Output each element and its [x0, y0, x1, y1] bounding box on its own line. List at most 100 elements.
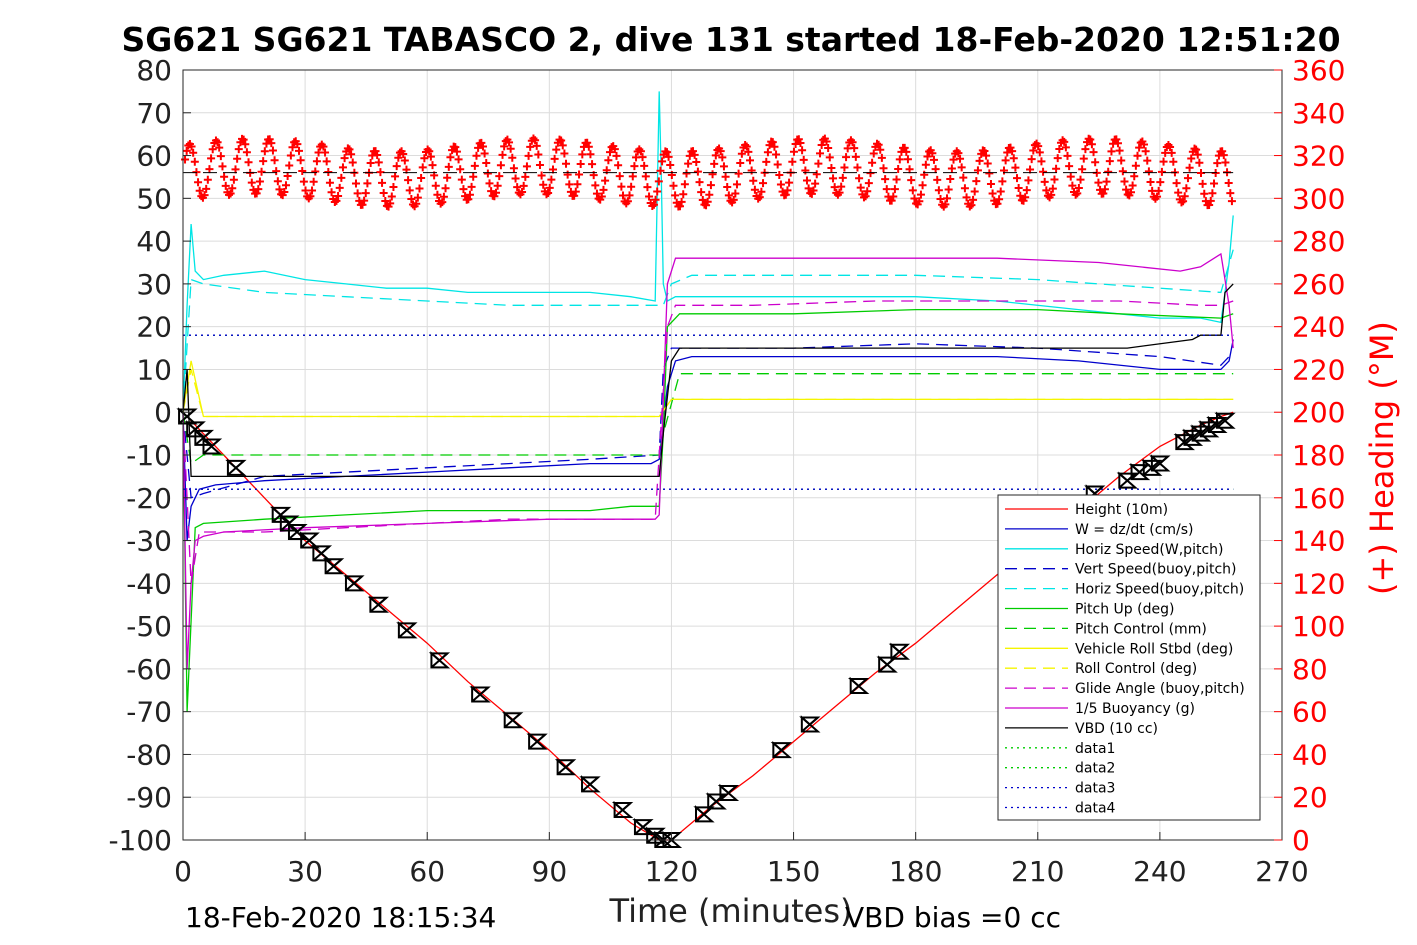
- heading-point: [967, 201, 976, 210]
- heading-point: [519, 181, 528, 190]
- heading-point: [423, 145, 432, 154]
- heading-point: [439, 192, 448, 201]
- heading-point: [759, 179, 768, 188]
- y-right-tick-label: 100: [1292, 610, 1345, 643]
- y-tick-label: 50: [136, 182, 172, 215]
- heading-point: [1068, 181, 1077, 190]
- heading-point: [268, 146, 277, 155]
- heading-point: [998, 177, 1007, 186]
- heading-point: [923, 152, 932, 161]
- heading-point: [918, 181, 927, 190]
- heading-point: [682, 169, 691, 178]
- heading-point: [757, 187, 766, 196]
- heading-point: [495, 172, 504, 181]
- heading-point: [1117, 156, 1126, 165]
- heading-point: [376, 168, 385, 177]
- depth-marker-top: [225, 459, 247, 470]
- heading-point: [1039, 167, 1048, 176]
- heading-point: [456, 165, 465, 174]
- heading-point: [643, 183, 652, 192]
- heading-point: [959, 173, 968, 182]
- y-right-tick-label: 80: [1292, 653, 1328, 686]
- heading-point: [1013, 174, 1022, 183]
- heading-point: [334, 191, 343, 200]
- y-right-tick-label: 120: [1292, 567, 1345, 600]
- heading-point: [850, 144, 859, 153]
- heading-point: [478, 142, 487, 151]
- depth-marker-top: [526, 733, 548, 743]
- heading-point: [905, 165, 914, 174]
- legend-label: 1/5 Buoyancy (g): [1075, 701, 1195, 717]
- heading-point: [654, 177, 663, 186]
- heading-point: [335, 183, 344, 192]
- heading-point: [296, 156, 305, 165]
- heading-point: [1183, 174, 1192, 183]
- depth-marker-top: [579, 776, 601, 786]
- depth-marker-top: [469, 686, 491, 696]
- heading-point: [908, 186, 917, 195]
- heading-point: [190, 157, 199, 166]
- heading-point: [1055, 144, 1064, 153]
- heading-point: [1074, 184, 1083, 193]
- heading-point: [254, 185, 263, 194]
- heading-point: [627, 182, 636, 191]
- heading-point: [798, 146, 807, 155]
- heading-point: [469, 172, 478, 181]
- x-tick-label: 270: [1255, 855, 1308, 888]
- heading-point: [265, 135, 274, 144]
- heading-point: [853, 163, 862, 172]
- heading-point: [684, 159, 693, 168]
- heading-point: [799, 155, 808, 164]
- depth-marker-top: [1214, 412, 1236, 423]
- heading-point: [651, 195, 660, 204]
- heading-point: [705, 190, 714, 199]
- heading-point: [353, 189, 362, 198]
- heading-point: [363, 179, 372, 188]
- heading-point: [749, 176, 758, 185]
- heading-point: [1192, 145, 1201, 154]
- heading-point: [957, 163, 966, 172]
- footer-vbd-bias: VBD bias =0 cc: [845, 901, 1061, 934]
- heading-point: [389, 183, 398, 192]
- series-line: [182, 249, 1234, 413]
- depth-marker-top: [298, 532, 320, 542]
- heading-point: [869, 149, 878, 158]
- heading-point: [703, 197, 712, 206]
- heading-point: [1224, 178, 1233, 187]
- heading-point: [695, 178, 704, 187]
- heading-point: [280, 188, 289, 197]
- heading-point: [1008, 147, 1017, 156]
- heading-point: [508, 153, 517, 162]
- heading-point: [874, 140, 883, 149]
- depth-marker-top: [717, 784, 740, 795]
- heading-point: [464, 195, 473, 204]
- heading-point: [825, 153, 834, 162]
- heading-point: [1065, 162, 1074, 171]
- heading-point: [192, 168, 201, 177]
- heading-point: [1078, 165, 1087, 174]
- heading-point: [736, 158, 745, 167]
- heading-point: [482, 158, 491, 167]
- heading-point: [444, 162, 453, 171]
- heading-point: [746, 156, 755, 165]
- heading-point: [718, 153, 727, 162]
- heading-point: [242, 148, 251, 157]
- heading-point: [996, 187, 1005, 196]
- heading-point: [658, 157, 667, 166]
- heading-point: [270, 156, 279, 165]
- heading-point: [677, 197, 686, 206]
- heading-point: [496, 161, 505, 170]
- heading-point: [1091, 158, 1100, 167]
- heading-point: [340, 154, 349, 163]
- heading-point: [641, 172, 650, 181]
- heading-point: [1144, 167, 1153, 176]
- heading-point: [876, 145, 885, 154]
- legend-label: data4: [1075, 801, 1116, 817]
- y-right-tick-label: 340: [1292, 97, 1345, 130]
- heading-point: [1094, 178, 1103, 187]
- series-line: [182, 283, 1234, 478]
- legend-label: Horiz Speed(W,pitch): [1075, 542, 1223, 558]
- heading-point: [379, 189, 388, 198]
- y-right-tick-label: 180: [1292, 439, 1345, 472]
- heading-point: [420, 154, 429, 163]
